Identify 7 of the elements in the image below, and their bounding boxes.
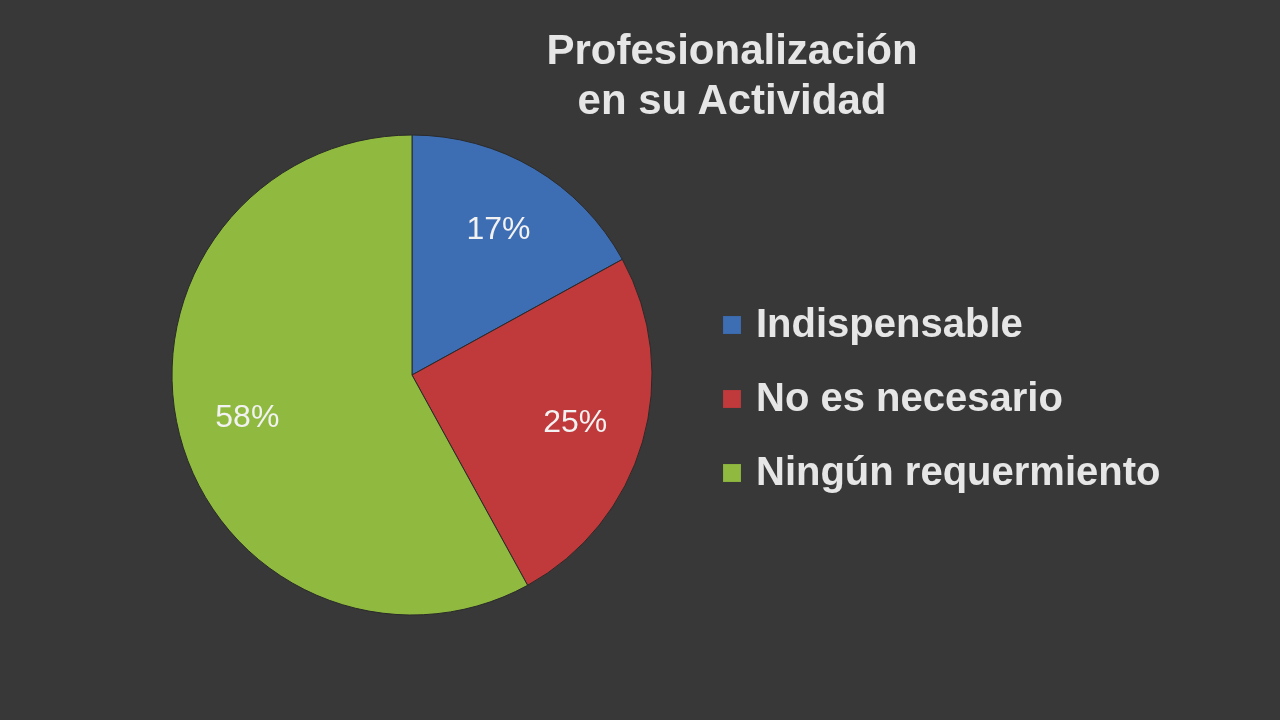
chart-title: Profesionalización en su Actividad (546, 26, 918, 123)
legend-label: Ningún requermiento (756, 449, 1161, 493)
data-label: 17% (466, 209, 531, 246)
data-label: 58% (215, 398, 280, 435)
data-label: 25% (543, 403, 608, 440)
legend-label: Indispensable (756, 301, 1023, 345)
legend-label: No es necesario (756, 375, 1063, 419)
